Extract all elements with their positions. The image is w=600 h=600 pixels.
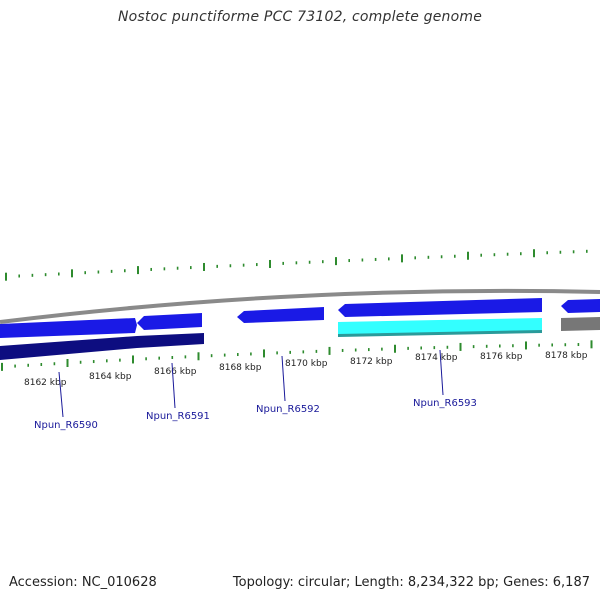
gene-label-lines: [58, 349, 444, 418]
axis-tick-label: 8164 kbp: [89, 372, 132, 382]
gene-label-npun-r6592[interactable]: Npun_R6592: [256, 404, 320, 415]
rrna-feature-edge: [338, 330, 542, 337]
gene-npun-r6593-arrow[interactable]: [338, 298, 542, 317]
gene-label-npun-r6593[interactable]: Npun_R6593: [413, 398, 477, 409]
axis-tick-label: 8166 kbp: [154, 367, 197, 377]
axis-tick-label: 8172 kbp: [350, 357, 393, 367]
axis-tick-labels: 8162 kbp 8164 kbp 8166 kbp 8168 kbp 8170…: [24, 351, 588, 388]
gene-npun-r6590-arrow[interactable]: [0, 318, 137, 338]
axis-tick-label: 8162 kbp: [24, 378, 67, 388]
accession-text: Accession: NC_010628: [9, 575, 157, 590]
label-line-npun-r6593: [439, 349, 444, 396]
gene-npun-r6592-arrow[interactable]: [237, 307, 324, 323]
gc-skew-ticks: [5, 249, 588, 281]
gene-npun-r6591-arrow[interactable]: [137, 313, 202, 330]
label-line-npun-r6591: [171, 362, 176, 409]
axis-tick-label: 8178 kbp: [545, 351, 588, 361]
gene-label-npun-r6591[interactable]: Npun_R6591: [146, 411, 210, 422]
genome-summary-text: Topology: circular; Length: 8,234,322 bp…: [232, 575, 590, 590]
axis-tick-label: 8168 kbp: [219, 363, 262, 373]
label-line-npun-r6590: [58, 371, 64, 418]
axis-tick-label: 8176 kbp: [480, 352, 523, 362]
ruler-ticks: [1, 340, 593, 371]
label-line-npun-r6592: [281, 355, 286, 402]
cds-reverse-block[interactable]: [0, 333, 204, 360]
gene-labels: Npun_R6590 Npun_R6591 Npun_R6592 Npun_R6…: [34, 398, 477, 431]
genome-backbone: [0, 288, 600, 324]
axis-tick-label: 8174 kbp: [415, 353, 458, 363]
gene-label-npun-r6590[interactable]: Npun_R6590: [34, 420, 98, 431]
other-feature[interactable]: [561, 317, 600, 331]
gene-next-arrow[interactable]: [561, 299, 600, 313]
map-title: Nostoc punctiforme PCC 73102, complete g…: [117, 9, 483, 25]
axis-tick-label: 8170 kbp: [285, 359, 328, 369]
